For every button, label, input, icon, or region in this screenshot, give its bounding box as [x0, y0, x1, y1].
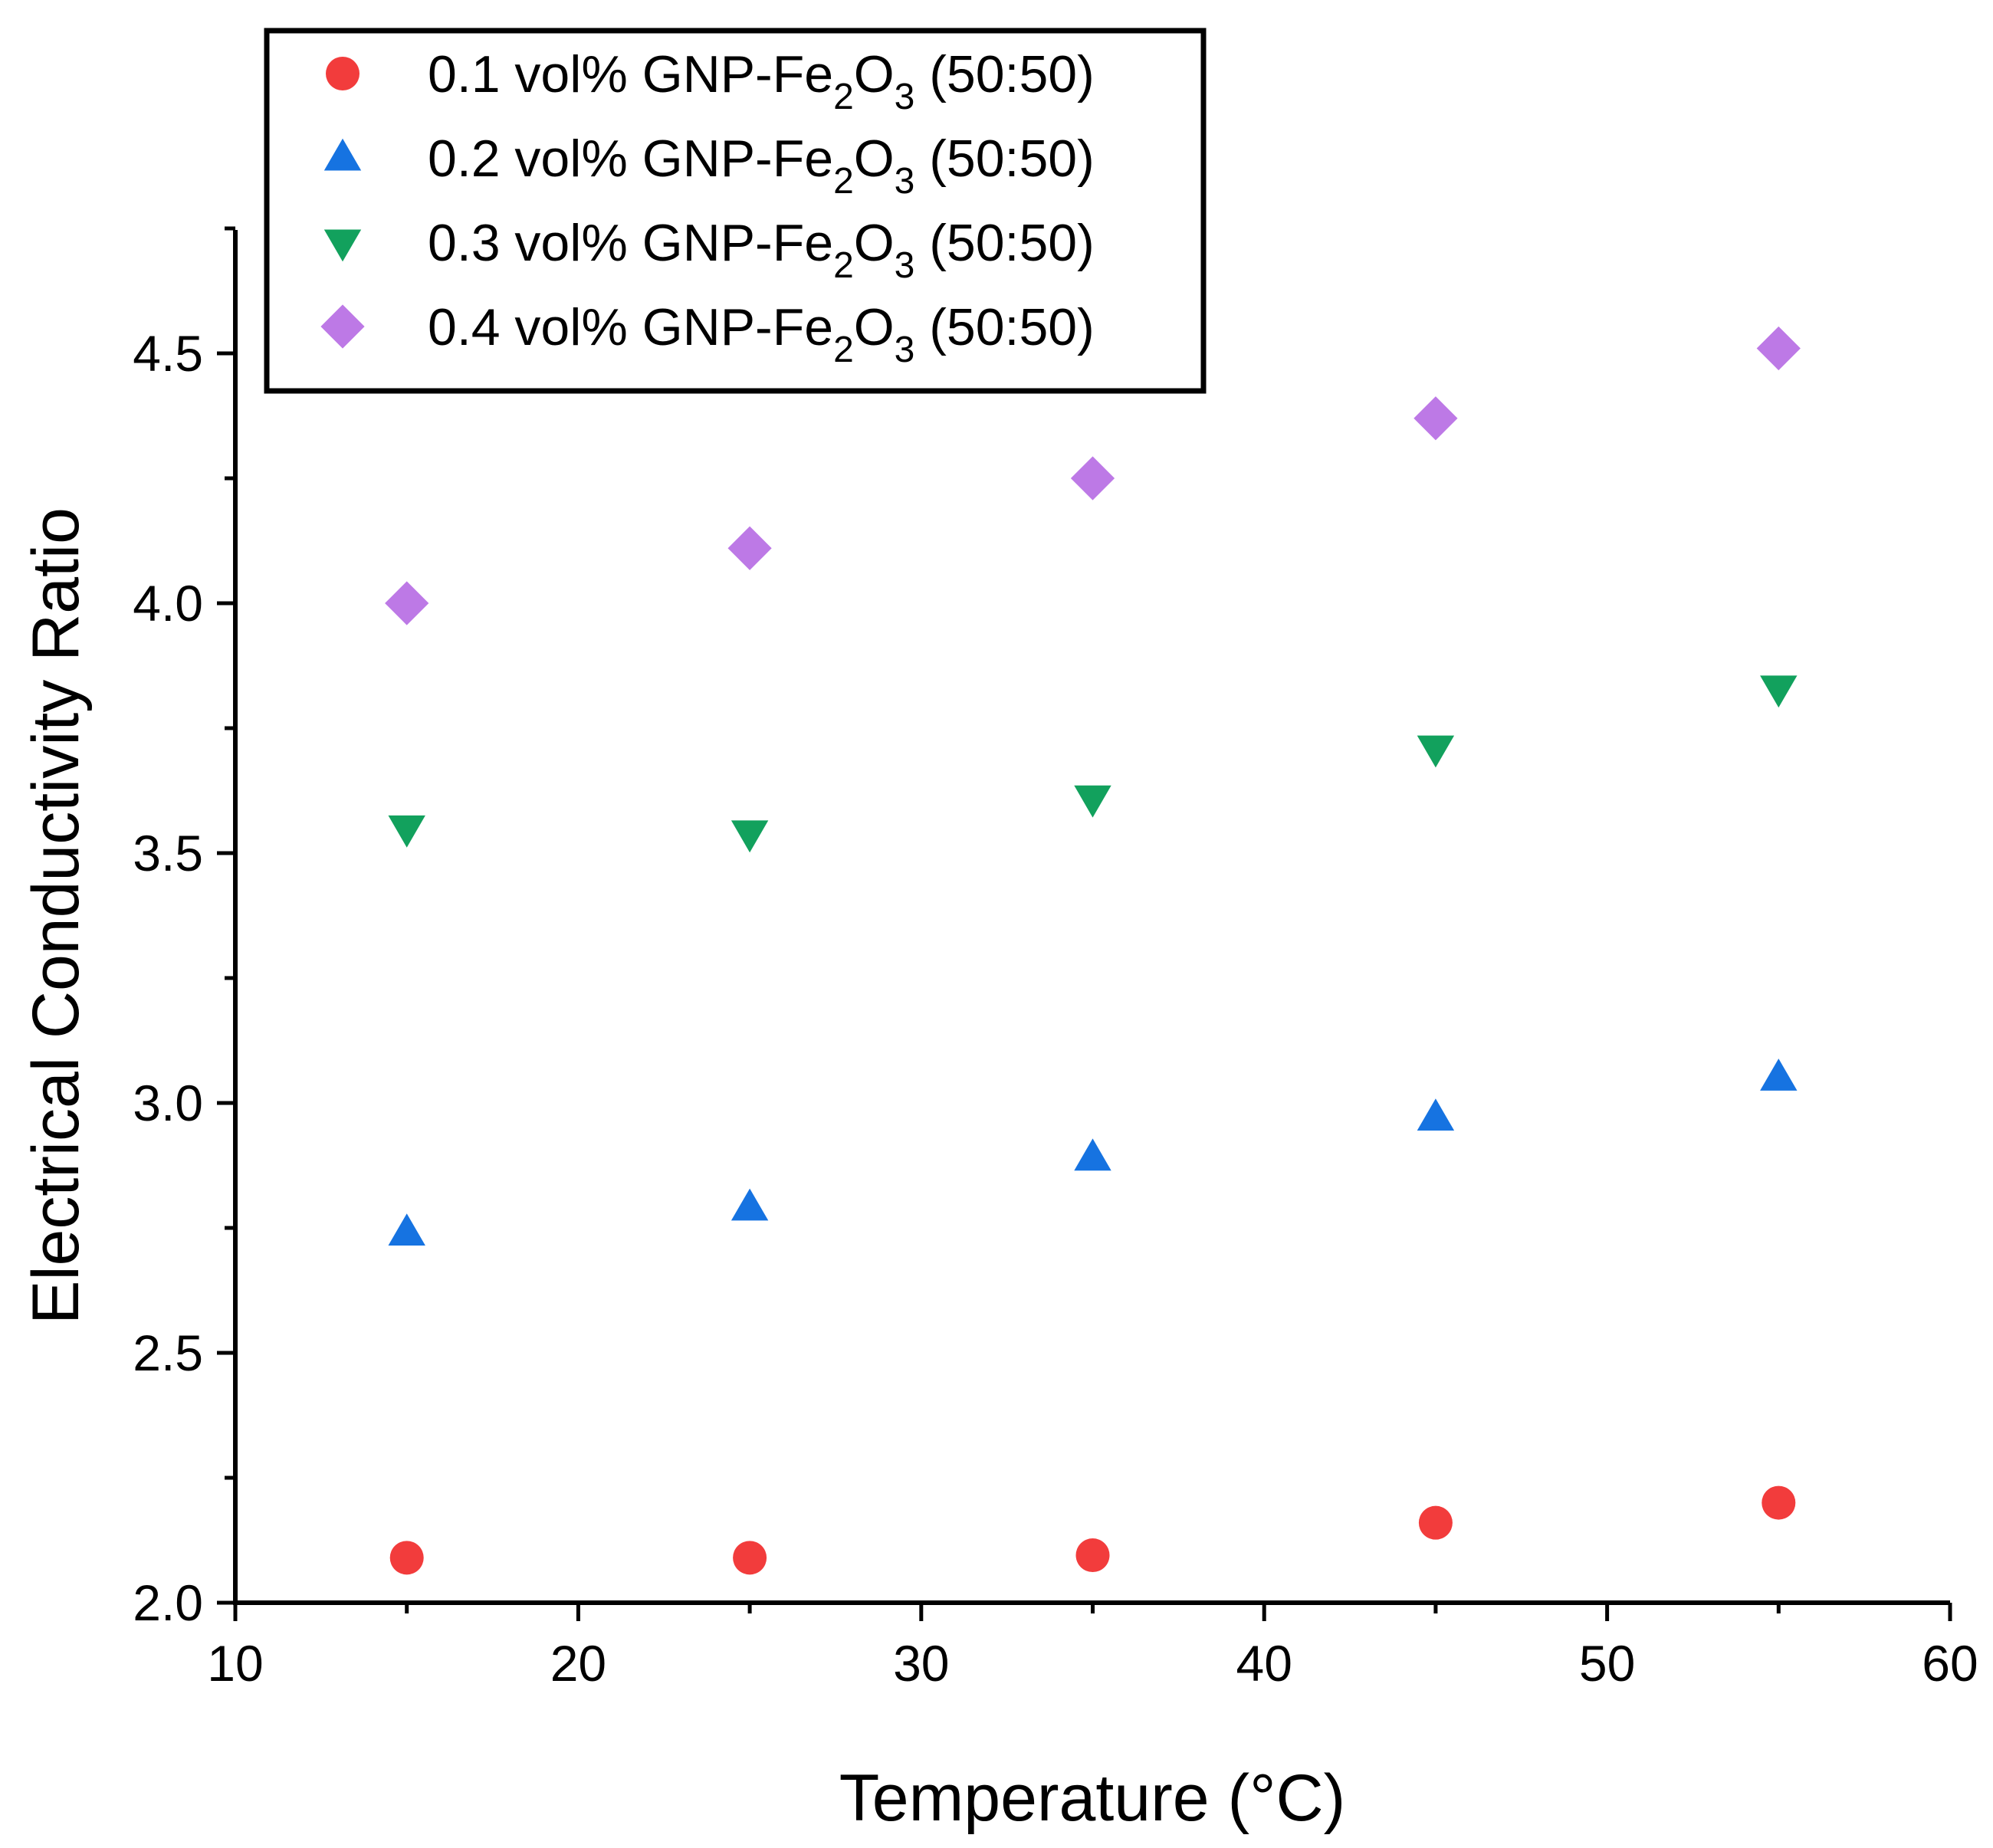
data-point-series-2: [731, 1188, 769, 1221]
legend-label-1: 0.1 vol% GNP-Fe2O3 (50:50): [428, 45, 1095, 117]
data-point-series-1: [389, 1541, 424, 1575]
data-points: [385, 326, 1801, 1575]
data-point-series-4: [727, 526, 772, 570]
legend-text-part: 0.2 vol% GNP-Fe: [428, 130, 833, 188]
y-tick-label: 3.0: [133, 1075, 203, 1131]
legend-marker-3: [323, 229, 362, 262]
legend-subscript: 2: [833, 245, 854, 286]
legend-marker-1: [326, 57, 360, 90]
y-axis-title: Electrical Conductivity Ratio: [19, 507, 93, 1324]
legend-text-part: 0.3 vol% GNP-Fe: [428, 214, 833, 272]
x-tick-label: 20: [550, 1635, 606, 1692]
legend-label-4: 0.4 vol% GNP-Fe2O3 (50:50): [428, 298, 1095, 370]
legend-text-part: (50:50): [914, 45, 1094, 103]
legend-subscript: 2: [833, 161, 854, 202]
legend-text-part: 0.1 vol% GNP-Fe: [428, 45, 833, 103]
data-point-series-1: [1418, 1505, 1453, 1540]
data-point-series-3: [1417, 735, 1455, 768]
x-tick-label: 10: [207, 1635, 263, 1692]
legend-text-part: (50:50): [914, 214, 1094, 272]
data-point-series-2: [1417, 1098, 1455, 1131]
legend-subscript: 3: [895, 330, 915, 370]
y-tick-label: 4.0: [133, 575, 203, 632]
data-point-series-4: [1413, 396, 1458, 441]
legend-box: [264, 28, 1207, 394]
legend-subscript: 2: [833, 330, 854, 370]
y-tick-label: 2.5: [133, 1324, 203, 1381]
legend-marker-2: [323, 138, 362, 171]
data-point-series-2: [388, 1213, 425, 1246]
data-point-series-1: [1075, 1538, 1110, 1573]
legend-text-part: O: [854, 45, 895, 103]
x-tick-label: 50: [1579, 1635, 1635, 1692]
axes: [233, 230, 1950, 1605]
data-point-series-3: [388, 815, 425, 848]
y-ticks: 2.0 2.5 3.0 3.5 4.0 4.5: [133, 226, 235, 1631]
legend-text-part: O: [854, 214, 895, 272]
legend-subscript: 3: [895, 245, 915, 286]
legend-text-part: (50:50): [914, 130, 1094, 188]
data-point-series-3: [731, 820, 769, 853]
legend-subscript: 3: [895, 77, 915, 117]
legend-text-part: 0.4 vol% GNP-Fe: [428, 298, 833, 356]
legend-subscript: 3: [895, 161, 915, 202]
data-point-series-3: [1760, 675, 1798, 708]
legend-label-3: 0.3 vol% GNP-Fe2O3 (50:50): [428, 214, 1095, 286]
legend-subscript: 2: [833, 77, 854, 117]
data-point-series-2: [1074, 1138, 1111, 1171]
x-ticks: 10 20 30 40 50 60: [207, 1603, 1978, 1692]
x-tick-label: 40: [1236, 1635, 1292, 1692]
legend-text-part: O: [854, 130, 895, 188]
y-tick-label: 3.5: [133, 825, 203, 881]
x-tick-label: 60: [1922, 1635, 1978, 1692]
legend-text-part: O: [854, 298, 895, 356]
y-tick-label: 4.5: [133, 325, 203, 382]
legend-text-part: (50:50): [914, 298, 1094, 356]
data-point-series-2: [1760, 1059, 1798, 1091]
data-point-series-4: [385, 581, 429, 625]
y-tick-label: 2.0: [133, 1574, 203, 1631]
legend: 0.1 vol% GNP-Fe2O3 (50:50)0.2 vol% GNP-F…: [264, 28, 1207, 394]
data-point-series-3: [1074, 785, 1111, 818]
legend-label-2: 0.2 vol% GNP-Fe2O3 (50:50): [428, 130, 1095, 202]
x-tick-label: 30: [893, 1635, 949, 1692]
data-point-series-1: [1762, 1485, 1796, 1520]
data-point-series-1: [733, 1541, 767, 1575]
data-point-series-4: [1070, 456, 1115, 501]
data-point-series-4: [1756, 326, 1801, 371]
x-axis-title: Temperature (°C): [839, 1761, 1345, 1835]
legend-marker-4: [320, 304, 365, 349]
